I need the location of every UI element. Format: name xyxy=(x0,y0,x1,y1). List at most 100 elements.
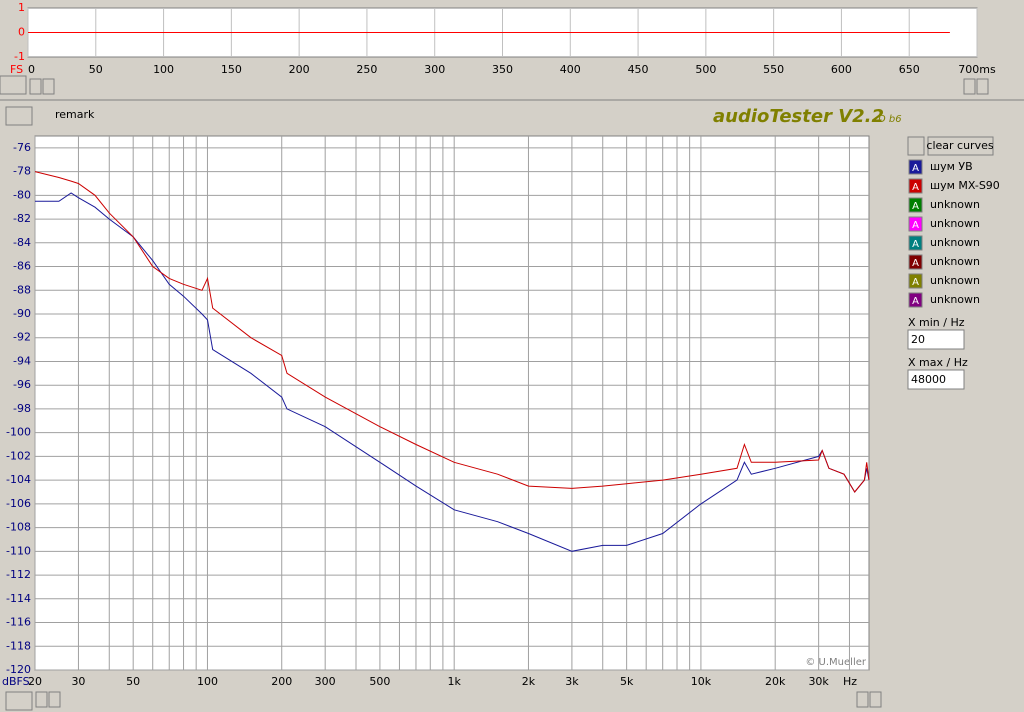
x-tick-label: 100 xyxy=(153,63,174,76)
y-tick-label: -114 xyxy=(6,592,31,605)
x-tick-label: 250 xyxy=(356,63,377,76)
y-tick-label: -92 xyxy=(13,331,31,344)
x-tick-label: 150 xyxy=(221,63,242,76)
x-tick-label: 5k xyxy=(620,675,634,688)
curve-icon: A xyxy=(912,182,919,193)
x-tick-label: 0 xyxy=(28,63,35,76)
legend-label: unknown xyxy=(930,236,980,249)
curve-icon: A xyxy=(912,277,919,288)
copyright: © U.Mueller xyxy=(805,657,867,668)
scroll-right[interactable] xyxy=(976,78,989,95)
curve-toggle[interactable] xyxy=(908,216,923,232)
y-tick-label: -90 xyxy=(13,307,31,320)
clear-curves-button[interactable] xyxy=(927,136,994,156)
y-tick-label: 1 xyxy=(18,1,25,14)
scroll-right[interactable] xyxy=(48,691,61,708)
y-tick-label: -104 xyxy=(6,473,31,486)
y-axis-unit: dBFS xyxy=(2,675,30,688)
curve-icon: A xyxy=(912,296,919,307)
y-tick-label: -86 xyxy=(13,260,31,273)
y-tick-label: -80 xyxy=(13,188,31,201)
y-tick-label: -100 xyxy=(6,426,31,439)
curve-icon: A xyxy=(912,220,919,231)
x-tick-label: 20k xyxy=(765,675,786,688)
xmax-value: 48000 xyxy=(911,373,946,386)
spin-button[interactable] xyxy=(0,75,27,95)
xmin-label: X min / Hz xyxy=(908,316,965,329)
x-tick-label: 400 xyxy=(560,63,581,76)
curve-toggle[interactable] xyxy=(908,235,923,251)
y-tick-label: -96 xyxy=(13,378,31,391)
clear-curves-label: clear curves xyxy=(926,139,993,152)
y-tick-label: -1 xyxy=(14,50,25,63)
curve-icon: A xyxy=(912,239,919,250)
x-tick-label: 200 xyxy=(271,675,292,688)
x-tick-label: 500 xyxy=(369,675,390,688)
scroll-right[interactable] xyxy=(42,78,55,95)
y-tick-label: -82 xyxy=(13,212,31,225)
curve-toggle[interactable] xyxy=(908,254,923,270)
app-version: D b6 xyxy=(878,114,902,125)
x-tick-label: 50 xyxy=(89,63,103,76)
y-tick-label: -110 xyxy=(6,544,31,557)
x-tick-label: 1k xyxy=(447,675,461,688)
curve-toggle[interactable] xyxy=(908,197,923,213)
y-tick-label: 0 xyxy=(18,26,25,39)
curve-icon: A xyxy=(912,201,919,212)
spectrum-plot xyxy=(34,135,870,671)
x-tick-label: 3k xyxy=(565,675,579,688)
xmax-label: X max / Hz xyxy=(908,356,968,369)
y-tick-label: -112 xyxy=(6,568,31,581)
scroll-left[interactable] xyxy=(856,691,869,708)
x-tick-label: 500 xyxy=(695,63,716,76)
scroll-left[interactable] xyxy=(963,78,976,95)
spin-button[interactable] xyxy=(5,691,33,711)
y-tick-label: -118 xyxy=(6,639,31,652)
curve-icon: A xyxy=(912,163,919,174)
x-tick-label: 450 xyxy=(628,63,649,76)
y-tick-label: -106 xyxy=(6,497,31,510)
curve-toggle[interactable] xyxy=(908,273,923,289)
spin-button[interactable] xyxy=(5,106,33,126)
y-tick-label: -102 xyxy=(6,449,31,462)
x-tick-label: 2k xyxy=(522,675,536,688)
x-tick-label: 600 xyxy=(831,63,852,76)
x-tick-label: 700ms xyxy=(958,63,996,76)
curve-toggle[interactable] xyxy=(908,178,923,194)
curve-toggle[interactable] xyxy=(908,159,923,175)
waveform-y-label: FS xyxy=(10,63,23,76)
series-line xyxy=(34,171,870,493)
curve-icon: A xyxy=(912,258,919,269)
y-tick-label: -98 xyxy=(13,402,31,415)
y-tick-label: -84 xyxy=(13,236,31,249)
legend-label: unknown xyxy=(930,217,980,230)
app-title: audioTester V2.2 xyxy=(713,106,884,127)
xmin-value: 20 xyxy=(911,333,925,346)
y-tick-label: -120 xyxy=(6,663,31,676)
x-tick-label: 650 xyxy=(899,63,920,76)
x-axis-unit: Hz xyxy=(843,675,857,688)
xmax-input[interactable] xyxy=(907,369,965,390)
curve-toggle[interactable] xyxy=(908,292,923,308)
legend-label: шум УВ xyxy=(930,160,973,173)
x-tick-label: 350 xyxy=(492,63,513,76)
x-tick-label: 300 xyxy=(315,675,336,688)
legend-label: unknown xyxy=(930,274,980,287)
y-tick-label: -76 xyxy=(13,141,31,154)
xmin-input[interactable] xyxy=(907,329,965,350)
x-tick-label: 30 xyxy=(71,675,85,688)
scroll-right[interactable] xyxy=(869,691,882,708)
y-tick-label: -116 xyxy=(6,616,31,629)
legend-label: unknown xyxy=(930,293,980,306)
x-tick-label: 50 xyxy=(126,675,140,688)
legend-label: unknown xyxy=(930,198,980,211)
y-tick-label: -108 xyxy=(6,521,31,534)
x-tick-label: 100 xyxy=(197,675,218,688)
scroll-left[interactable] xyxy=(35,691,48,708)
spin-button[interactable] xyxy=(907,136,925,156)
legend-label: unknown xyxy=(930,255,980,268)
scroll-left[interactable] xyxy=(29,78,42,95)
x-tick-label: 300 xyxy=(424,63,445,76)
